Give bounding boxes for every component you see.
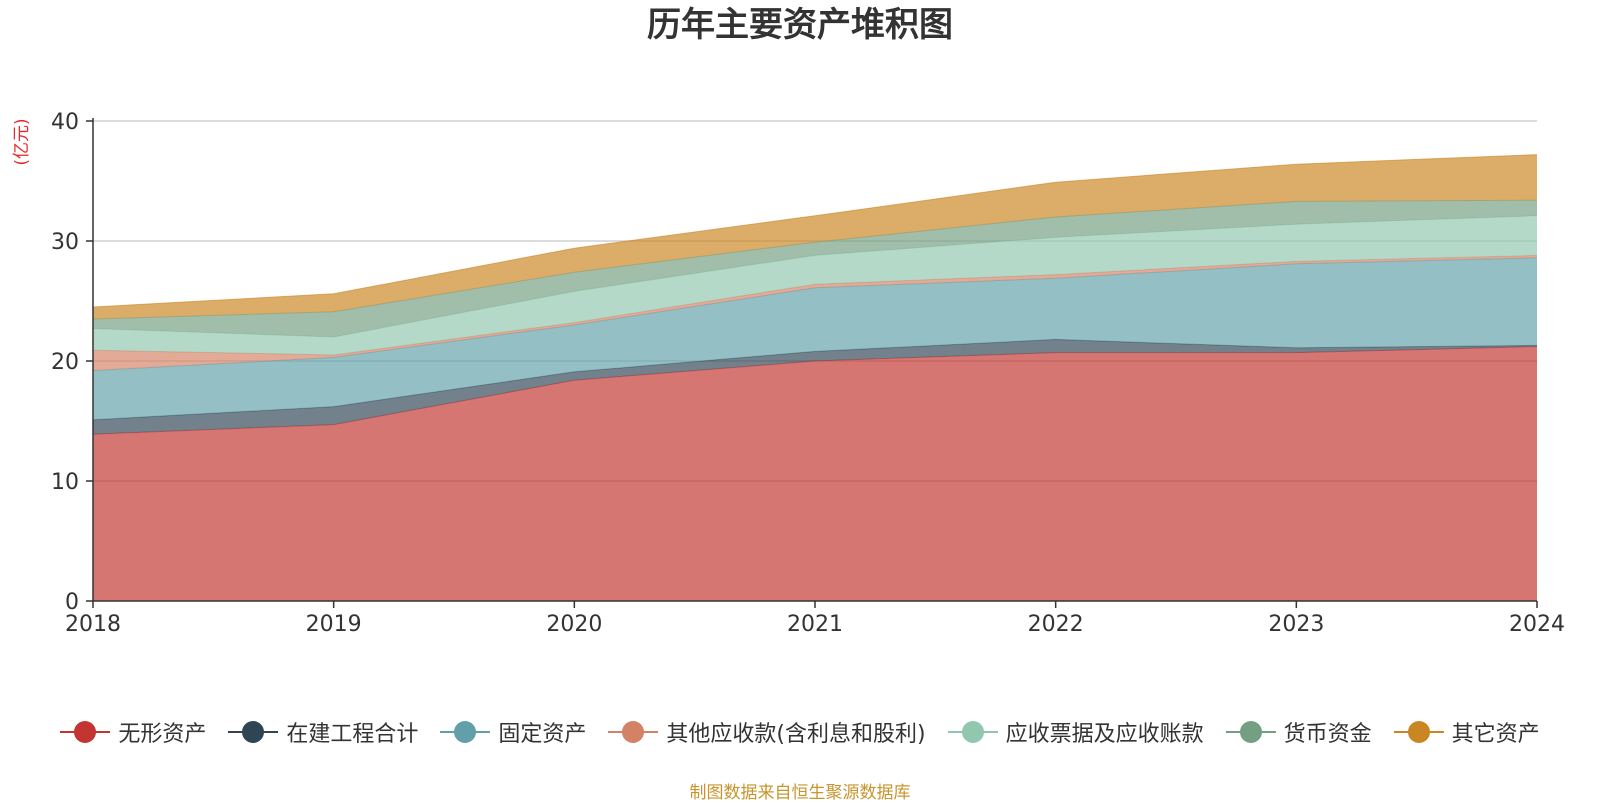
axis-layer: 0 10 20 30 40 2018 2019 2020 2021 2022 2023 2024: [51, 110, 1565, 637]
source-note: 制图数据来自恒生聚源数据库: [689, 783, 911, 803]
area-layer: [92, 154, 1538, 601]
x-tick-label: 2020: [546, 612, 602, 637]
x-tick-label: 2022: [1028, 612, 1084, 637]
legend-marker-icon: [947, 720, 998, 744]
legend-item-0[interactable]: 无形资产: [60, 716, 206, 748]
legend-item-2[interactable]: 固定资产: [440, 716, 586, 748]
y-tick-label: 30: [51, 230, 79, 255]
legend-marker-icon: [1393, 720, 1444, 744]
chart-title: 历年主要资产堆积图: [647, 5, 953, 45]
area-series-1[interactable]: [93, 339, 1537, 435]
legend-label: 固定资产: [498, 722, 587, 747]
legend-label: 在建工程合计: [286, 722, 419, 747]
y-tick-label: 10: [51, 470, 79, 495]
legend-marker-icon: [608, 720, 659, 744]
area-series-line-6: [92, 154, 1538, 308]
x-tick-label: 2021: [787, 612, 843, 637]
area-series-4[interactable]: [93, 215, 1537, 355]
area-series-6[interactable]: [93, 154, 1537, 319]
legend: 无形资产 在建工程合计 固定资产 其他应收款(含利息和股利) 应收票据及应收账款 货币资金…: [0, 714, 1600, 750]
x-tick-label: 2018: [65, 612, 121, 637]
legend-marker-icon: [60, 720, 111, 744]
legend-label: 其他应收款(含利息和股利): [666, 722, 926, 747]
legend-marker-icon: [228, 720, 279, 744]
legend-item-5[interactable]: 货币资金: [1225, 716, 1372, 748]
y-tick-label: 0: [65, 590, 79, 615]
x-tick-label: 2019: [306, 612, 362, 637]
x-tick-label: 2023: [1268, 612, 1324, 637]
y-axis-unit-label: (亿元): [12, 118, 32, 165]
legend-label: 货币资金: [1283, 722, 1372, 747]
legend-marker-icon: [1225, 720, 1276, 744]
legend-marker-icon: [440, 720, 491, 744]
area-series-0[interactable]: [93, 346, 1537, 601]
legend-label: 应收票据及应收账款: [1005, 722, 1204, 747]
legend-label: 其它资产: [1451, 722, 1540, 747]
x-tick-label: 2024: [1509, 612, 1565, 637]
area-series-3[interactable]: [93, 255, 1537, 371]
y-tick-label: 40: [51, 110, 79, 135]
legend-item-1[interactable]: 在建工程合计: [228, 716, 418, 748]
area-series-2[interactable]: [93, 257, 1537, 420]
y-tick-label: 20: [51, 350, 79, 375]
legend-label: 无形资产: [118, 722, 207, 747]
area-series-5[interactable]: [93, 200, 1537, 337]
legend-item-6[interactable]: 其它资产: [1393, 716, 1540, 748]
legend-item-4[interactable]: 应收票据及应收账款: [947, 716, 1204, 748]
legend-item-3[interactable]: 其他应收款(含利息和股利): [608, 716, 926, 748]
